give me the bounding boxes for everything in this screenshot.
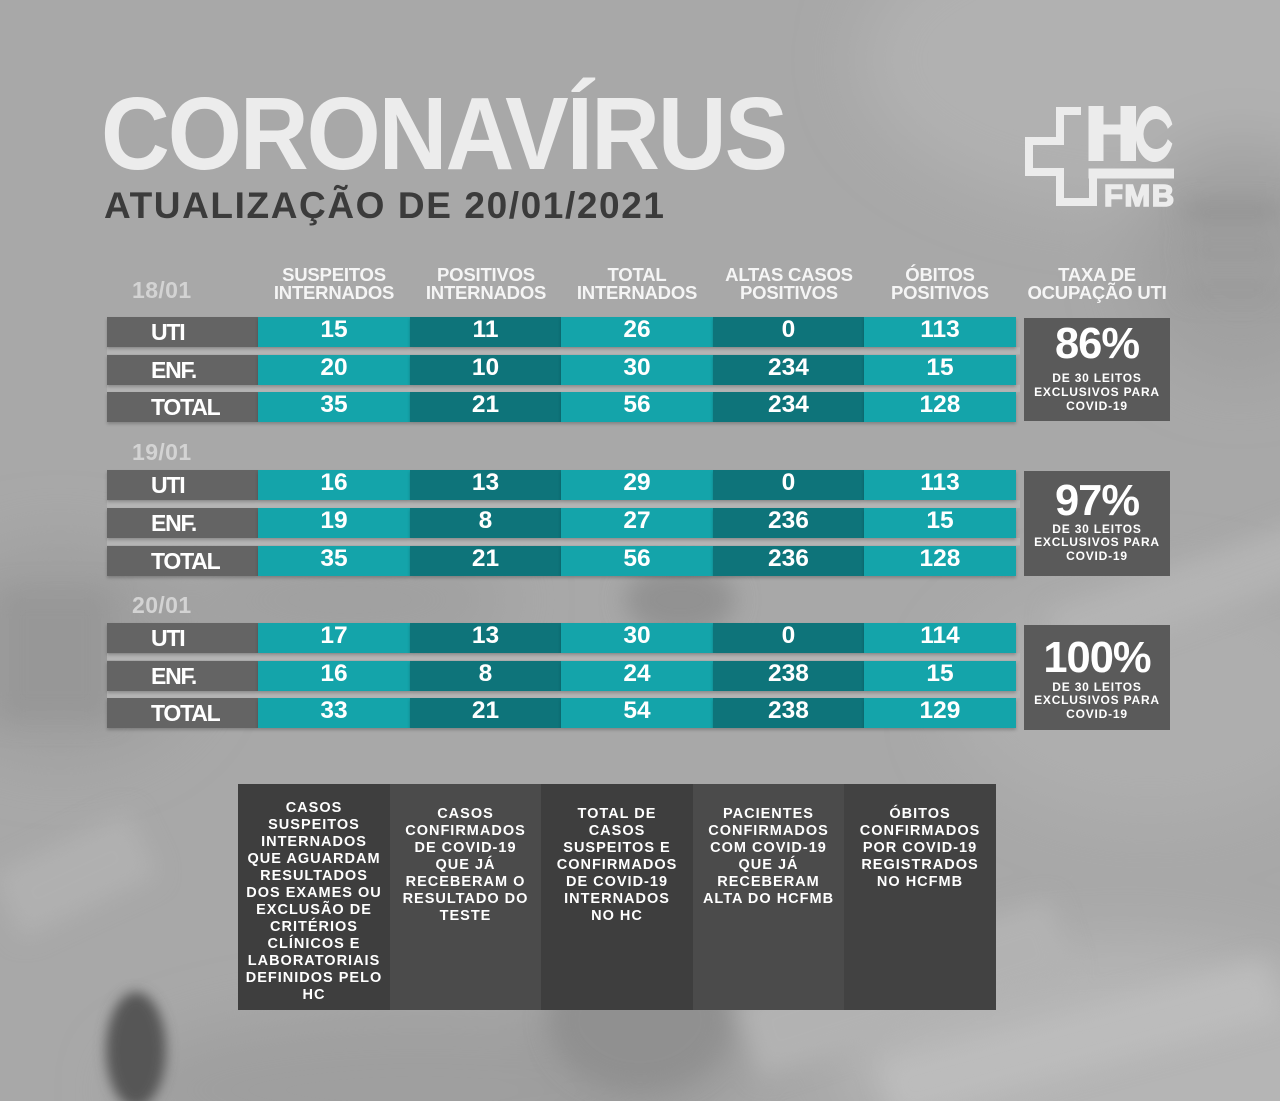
svg-text:FMB: FMB	[1104, 178, 1176, 210]
